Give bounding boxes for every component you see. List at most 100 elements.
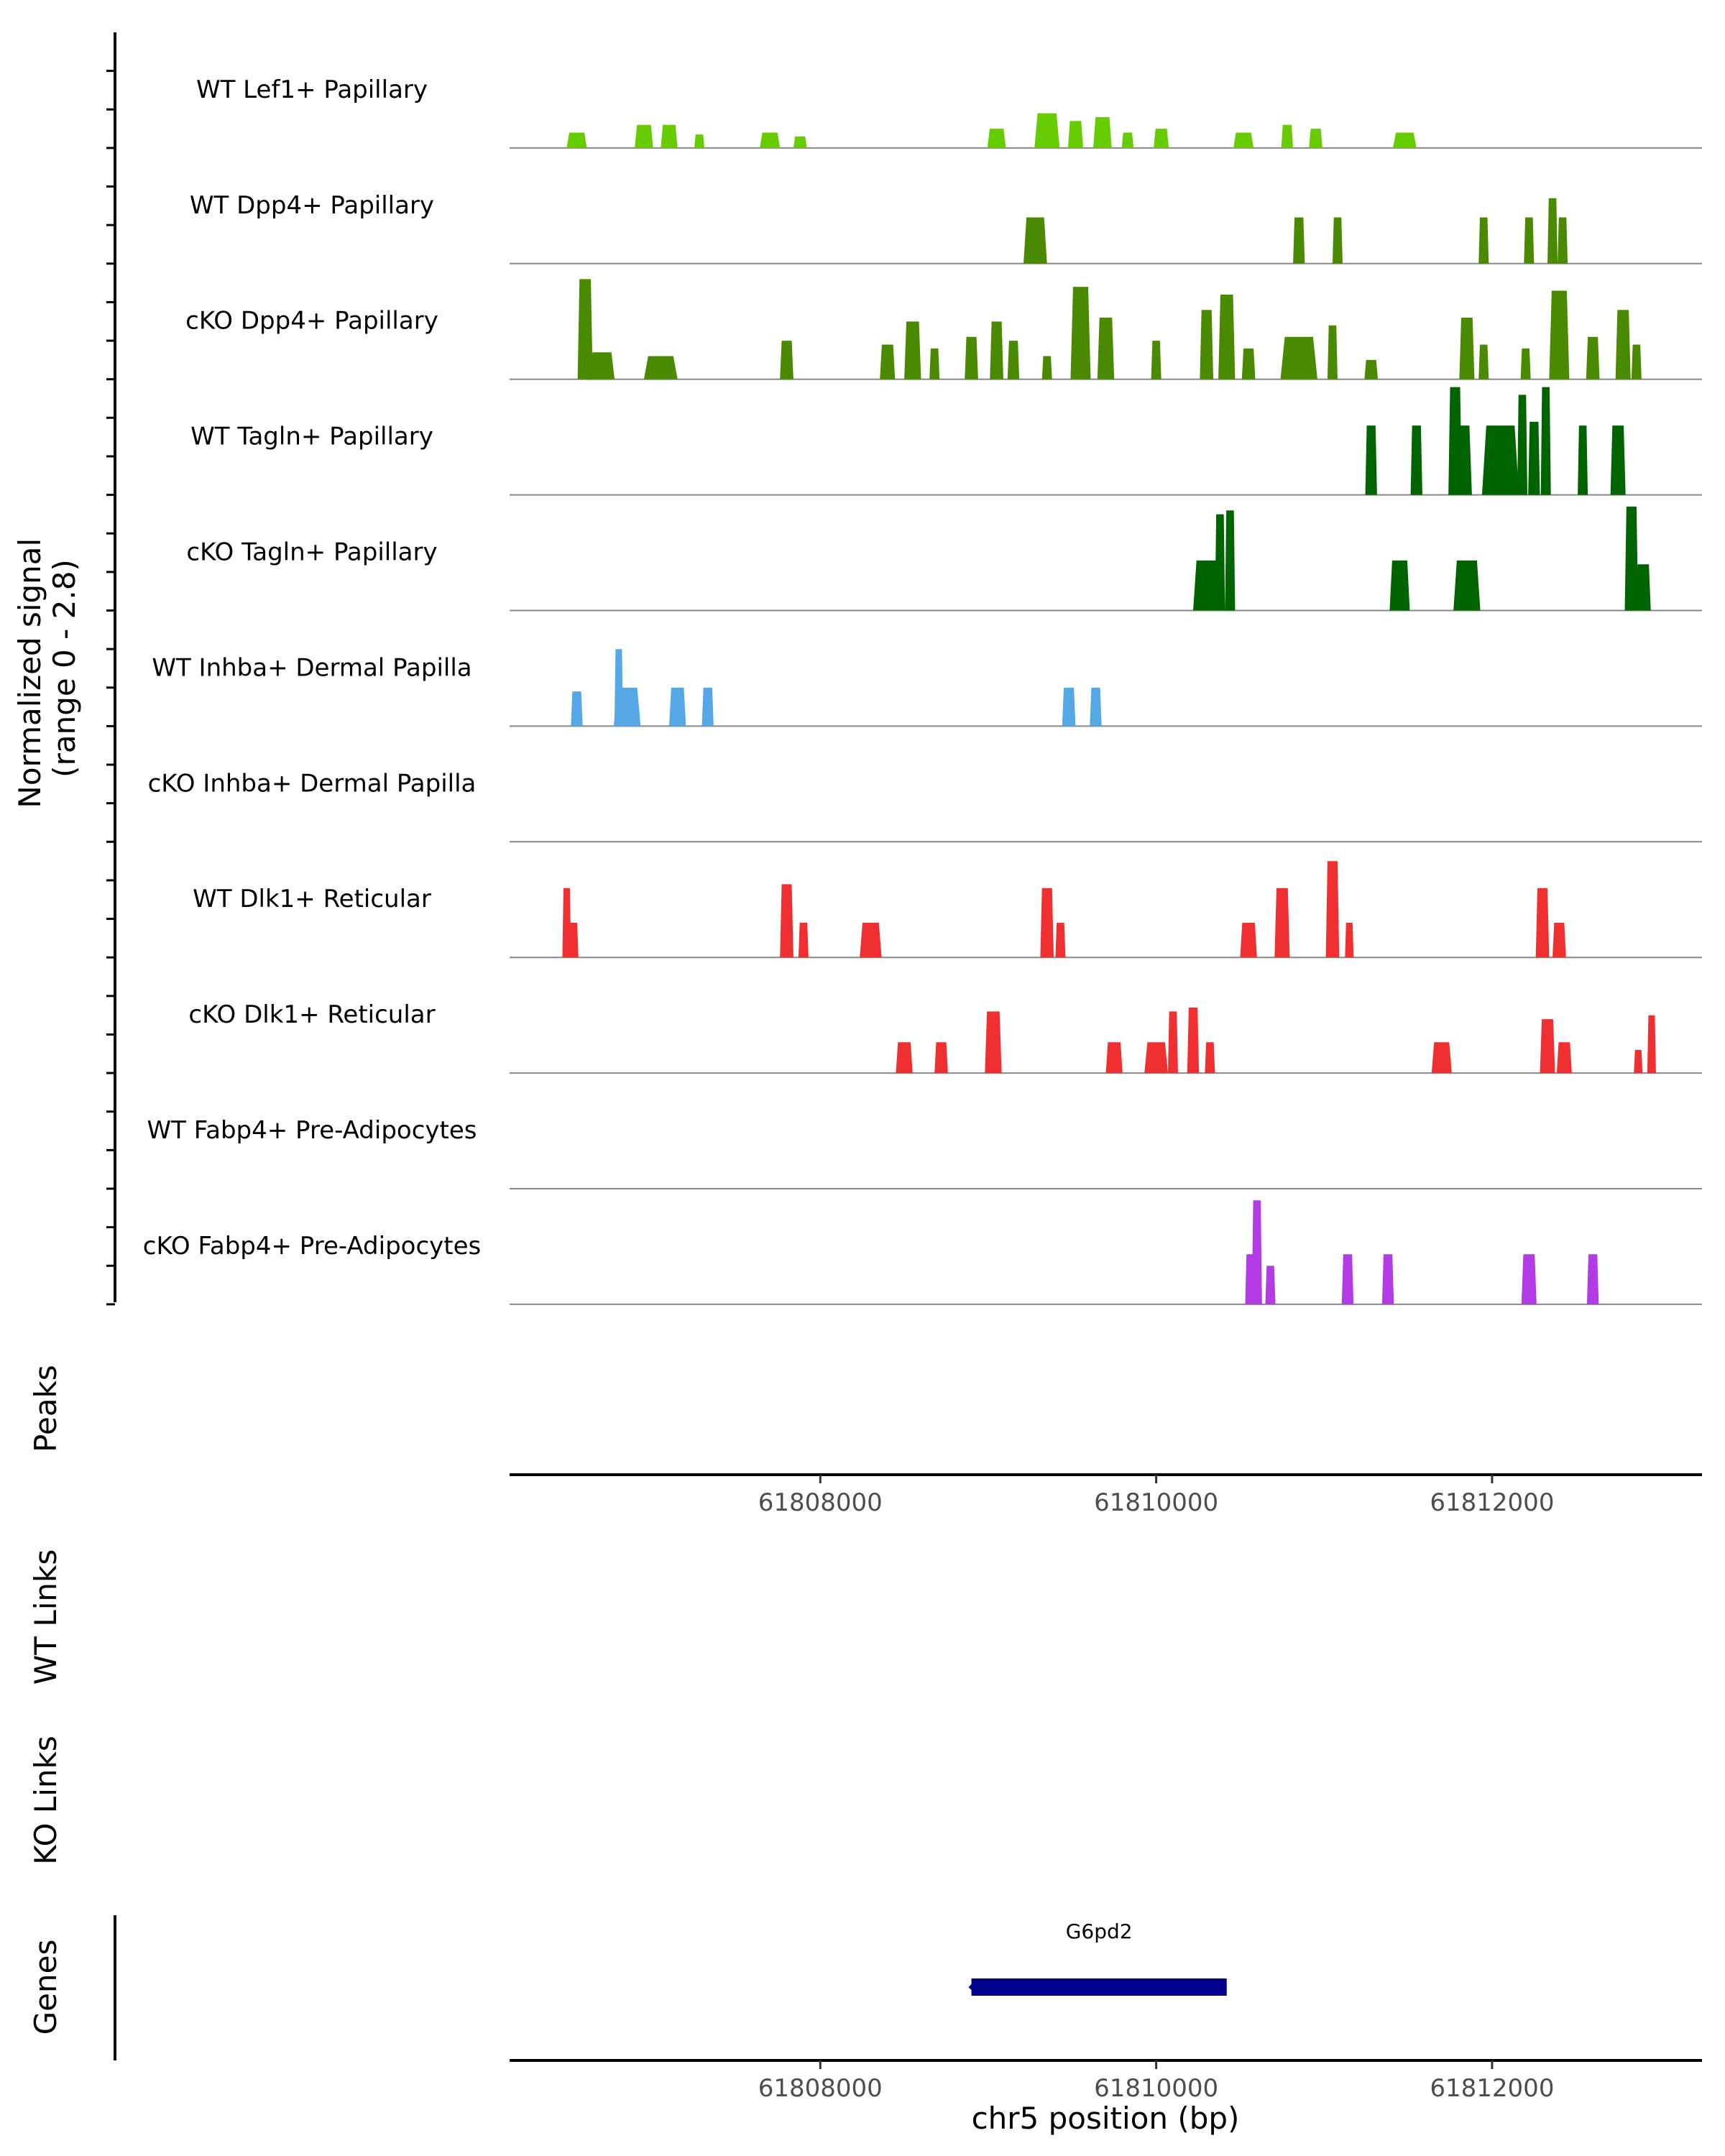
signal-peak bbox=[990, 321, 1003, 379]
peaks-x-axis-ticks: 61808000 61810000 61812000 bbox=[758, 1475, 1554, 1517]
signal-peak bbox=[1040, 888, 1054, 958]
signal-peak bbox=[1154, 129, 1169, 148]
signal-peak bbox=[1265, 1266, 1276, 1304]
signal-peak bbox=[1393, 132, 1417, 148]
signal-peak bbox=[668, 687, 686, 727]
signal-peak bbox=[798, 922, 809, 958]
coverage-y-axis-ticks bbox=[106, 70, 115, 1306]
signal-peak bbox=[1034, 113, 1060, 148]
track-label: WT Fabp4+ Pre-Adipocytes bbox=[147, 1116, 477, 1145]
signal-peak bbox=[566, 132, 587, 148]
coverage-tracks: WT Lef1+ Papillary WT Dpp4+ Papillary cKO … bbox=[143, 75, 1702, 1305]
signal-peak bbox=[1280, 336, 1317, 379]
signal-peak bbox=[1578, 425, 1588, 495]
signal-peak bbox=[1062, 687, 1076, 727]
signal-peak bbox=[1281, 124, 1294, 148]
x-tick-label: 61812000 bbox=[1430, 2074, 1554, 2103]
signal-peak bbox=[1309, 129, 1322, 148]
signal-peak bbox=[1549, 290, 1570, 379]
signal-peak bbox=[613, 687, 641, 727]
signal-peak bbox=[1341, 1254, 1354, 1304]
track-label: WT Dlk1+ Reticular bbox=[193, 885, 431, 913]
signal-peak bbox=[589, 352, 615, 379]
track-8: cKO Dlk1+ Reticular bbox=[188, 1000, 1702, 1074]
track-6: cKO Inhba+ Dermal Papilla bbox=[148, 769, 1702, 843]
signal-peak bbox=[1233, 132, 1254, 148]
x-tick-label: 61808000 bbox=[758, 2074, 883, 2103]
signal-peak bbox=[1187, 1008, 1200, 1074]
signal-peak bbox=[985, 1011, 1002, 1074]
signal-peak bbox=[1365, 425, 1377, 495]
peaks-panel-label: Peaks bbox=[28, 1365, 63, 1452]
signal-peak bbox=[1381, 1254, 1394, 1304]
signal-peak bbox=[1520, 348, 1531, 379]
track-label: cKO Fabp4+ Pre-Adipocytes bbox=[143, 1232, 482, 1261]
signal-peak bbox=[1327, 325, 1338, 379]
track-1: WT Dpp4+ Papillary bbox=[190, 191, 1702, 264]
signal-peak bbox=[1528, 421, 1540, 495]
x-tick-label: 61810000 bbox=[1094, 2074, 1218, 2103]
genes-panel-label: Genes bbox=[28, 1940, 63, 2035]
signal-peak bbox=[1067, 121, 1083, 148]
track-9: WT Fabp4+ Pre-Adipocytes bbox=[147, 1116, 1702, 1189]
signal-peak bbox=[987, 129, 1006, 148]
wt-links-panel-label: WT Links bbox=[28, 1549, 63, 1685]
signal-peak bbox=[1521, 1254, 1537, 1304]
signal-peak bbox=[1092, 117, 1112, 148]
signal-peak bbox=[1240, 922, 1257, 958]
track-label: cKO Dpp4+ Papillary bbox=[185, 307, 438, 336]
track-label: WT Lef1+ Papillary bbox=[196, 75, 428, 104]
signal-peak bbox=[1024, 217, 1047, 264]
gene-track: G6pd2 bbox=[968, 1920, 1227, 1996]
signal-peak bbox=[1151, 341, 1162, 379]
signal-peak bbox=[1241, 348, 1256, 379]
x-tick-label: 61808000 bbox=[758, 1488, 883, 1517]
signal-peak bbox=[1586, 336, 1600, 379]
track-0: WT Lef1+ Papillary bbox=[196, 75, 1702, 149]
signal-peak bbox=[1167, 1011, 1178, 1074]
signal-peak bbox=[577, 279, 593, 379]
signal-peak bbox=[793, 136, 807, 148]
x-axis-title: chr5 position (bp) bbox=[972, 2101, 1240, 2136]
signal-peak bbox=[702, 687, 714, 727]
signal-peak bbox=[780, 341, 794, 379]
signal-peak bbox=[571, 691, 583, 727]
signal-peak bbox=[1631, 344, 1642, 379]
signal-peak bbox=[1634, 1049, 1643, 1074]
signal-peak bbox=[643, 356, 678, 379]
signal-peak bbox=[929, 348, 940, 379]
track-3: WT Tagln+ Papillary bbox=[190, 387, 1702, 496]
signal-peak bbox=[896, 1042, 913, 1074]
signal-peak bbox=[1218, 294, 1236, 379]
signal-peak bbox=[1345, 922, 1354, 958]
signal-peak bbox=[1478, 344, 1489, 379]
signal-peak bbox=[1205, 1042, 1215, 1074]
signal-peak bbox=[1535, 888, 1550, 958]
signal-peak bbox=[562, 888, 571, 958]
ko-links-panel-label: KO Links bbox=[28, 1736, 63, 1865]
signal-peak bbox=[860, 922, 882, 958]
signal-peak bbox=[1293, 217, 1305, 264]
track-5: WT Inhba+ Dermal Papilla bbox=[152, 649, 1702, 727]
signal-peak bbox=[1552, 922, 1566, 958]
signal-peak bbox=[1524, 217, 1535, 264]
signal-peak bbox=[1586, 1254, 1599, 1304]
signal-peak bbox=[1225, 510, 1236, 611]
signal-peak bbox=[1144, 1042, 1168, 1074]
signal-peak bbox=[1431, 1042, 1452, 1074]
signal-peak bbox=[568, 922, 579, 958]
signal-peak bbox=[1635, 564, 1651, 611]
track-10: cKO Fabp4+ Pre-Adipocytes bbox=[143, 1200, 1702, 1305]
signal-peak bbox=[1041, 356, 1052, 379]
signal-peak bbox=[1615, 310, 1631, 379]
signal-peak bbox=[1610, 425, 1626, 495]
signal-peak bbox=[1547, 198, 1558, 264]
gene-strand-arrow bbox=[968, 1978, 978, 1996]
gene-body bbox=[971, 1978, 1227, 1996]
signal-peak bbox=[1200, 310, 1214, 379]
signal-peak bbox=[1410, 425, 1422, 495]
signal-peak bbox=[1364, 359, 1379, 379]
track-label: cKO Tagln+ Papillary bbox=[186, 538, 437, 567]
signal-peak bbox=[880, 344, 896, 379]
